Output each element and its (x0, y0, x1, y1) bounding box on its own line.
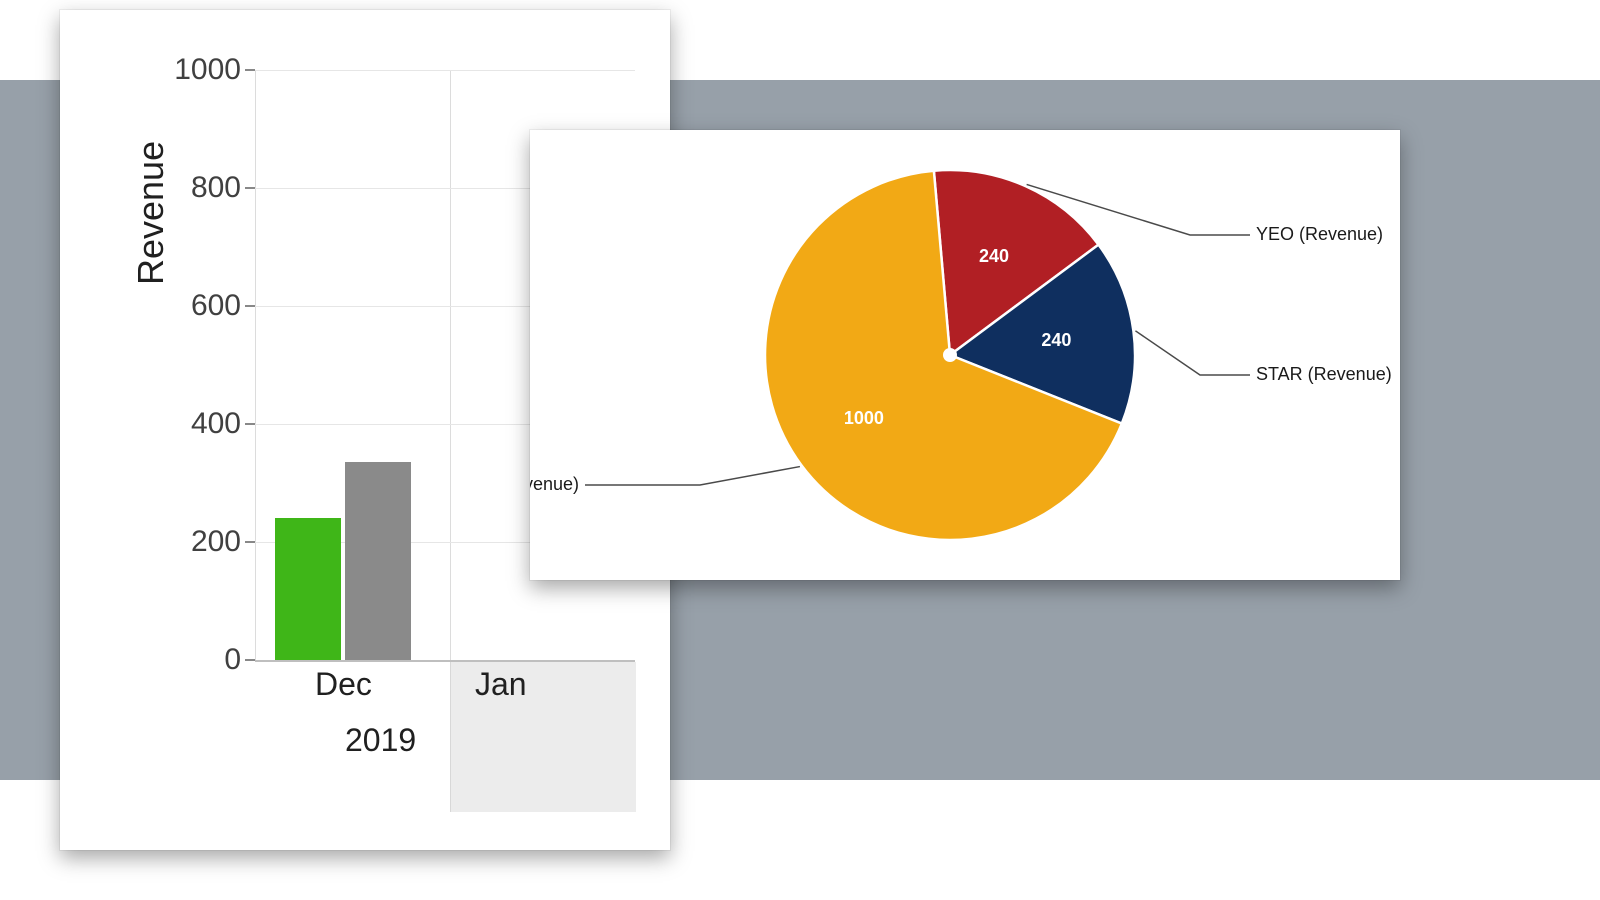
bar-rect (275, 518, 341, 660)
pie-legend-label: STAR (Revenue) (1256, 364, 1392, 384)
bar-ylabel: Revenue (130, 141, 172, 285)
bar-ytick-mark (245, 187, 255, 189)
pie-leader-line (1135, 331, 1250, 375)
pie-value-label: 240 (1041, 330, 1071, 350)
pie-chart-card: 240 240 1000 YEO (Revenue) STAR (Revenue) SPO… (530, 130, 1400, 580)
bar-xlabel: Jan (475, 666, 527, 703)
bar-year-label: 2019 (345, 722, 416, 759)
bar-vgrid (450, 70, 451, 660)
bar-ytick-label: 0 (224, 643, 241, 677)
bar-ytick-label: 600 (191, 289, 241, 323)
pie-value-label: 1000 (844, 408, 884, 428)
pie-value-label: 240 (979, 246, 1009, 266)
bar-ytick-label: 1000 (174, 53, 241, 87)
pie-svg: 240 240 1000 YEO (Revenue) STAR (Revenue) SPO… (530, 130, 1400, 580)
bar-ytick-mark (245, 69, 255, 71)
bar-ytick-mark (245, 423, 255, 425)
bar-rect (345, 462, 411, 660)
stage: Revenue 0 200 400 600 800 1000 Dec Jan 2019 24… (0, 0, 1600, 900)
bar-hgrid (255, 70, 635, 71)
bar-ytick-label: 800 (191, 171, 241, 205)
pie-legend-label: YEO (Revenue) (1256, 224, 1383, 244)
pie-leader-line (585, 467, 800, 485)
bar-ytick-mark (245, 305, 255, 307)
bar-ytick-label: 400 (191, 407, 241, 441)
bar-ytick-label: 200 (191, 525, 241, 559)
bar-xlabel: Dec (315, 666, 372, 703)
bar-ytick-mark (245, 659, 255, 661)
bar-vgrid (255, 70, 256, 660)
pie-center-dot (943, 348, 957, 362)
pie-legend-label: SPO-DAE (Revenue) (530, 474, 579, 494)
bar-ytick-mark (245, 541, 255, 543)
